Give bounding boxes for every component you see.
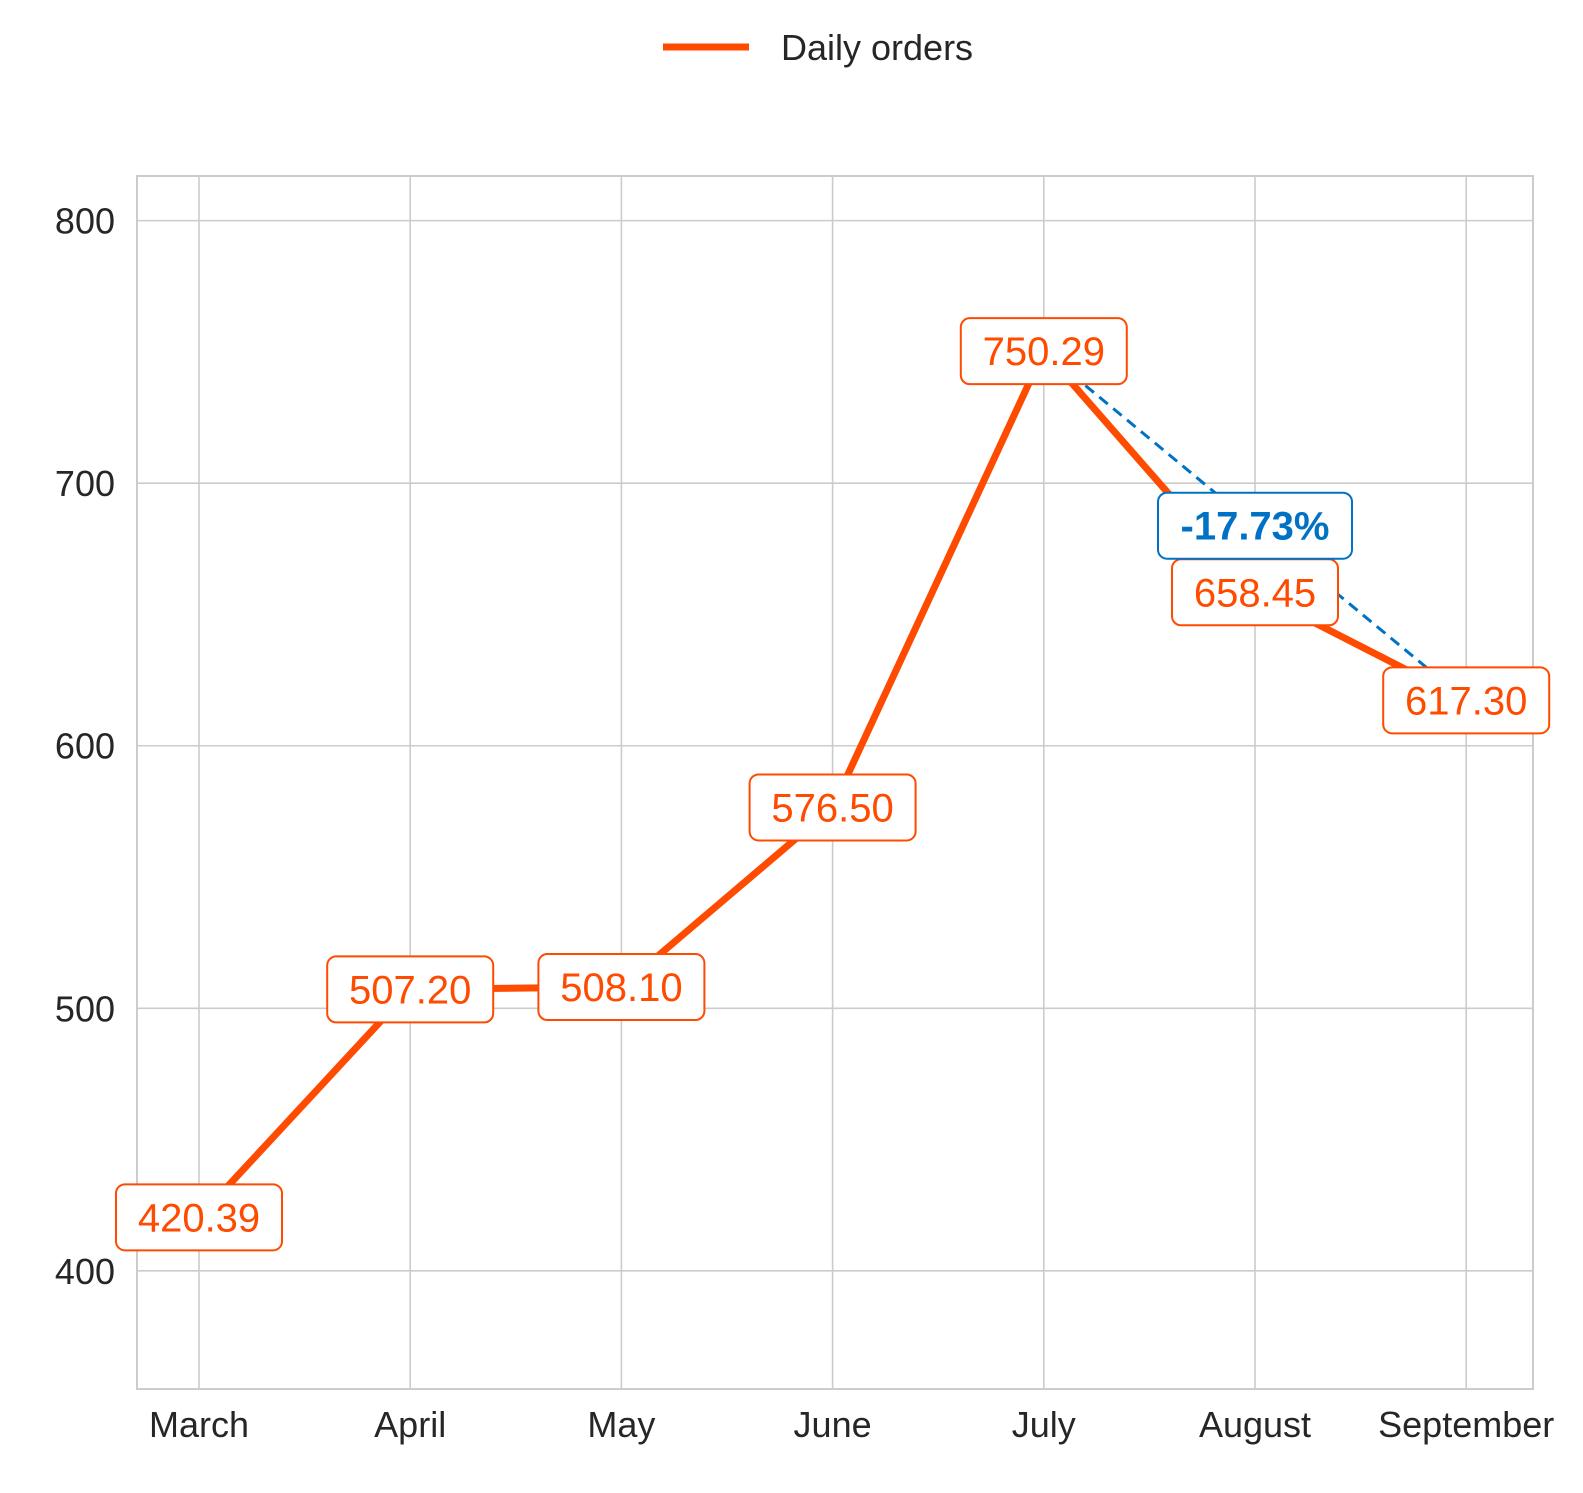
annotation-label-box (1157, 491, 1353, 560)
annotation-label-group: -17.73% (1157, 491, 1353, 560)
annotation-label-text: -17.73% (1181, 505, 1330, 549)
data-label-box (1382, 666, 1551, 735)
plot-area (136, 175, 1534, 1390)
data-label-text: 617.30 (1405, 679, 1527, 723)
legend: Daily orders (663, 27, 973, 68)
data-label-box (748, 773, 917, 842)
data-label-text: 507.20 (349, 968, 471, 1012)
data-labels: 420.39 507.20 508.10 576.50 750.29 658.45 617.… (115, 317, 1551, 1252)
data-label-text: 750.29 (983, 330, 1105, 374)
y-tick-label-500: 500 (55, 988, 115, 1029)
y-tick-label-700: 700 (55, 463, 115, 504)
data-label-box (115, 1183, 283, 1252)
x-tick-label-july: July (1012, 1404, 1076, 1445)
data-label-box (326, 955, 495, 1024)
y-tick-label-800: 800 (55, 201, 115, 242)
data-label-text: 576.50 (771, 786, 893, 830)
data-label-text: 420.39 (138, 1196, 260, 1240)
x-tick-label-august: August (1199, 1404, 1311, 1445)
data-label-box (537, 953, 706, 1022)
x-tick-label-may: May (587, 1404, 655, 1445)
y-axis-ticks: 400 500 600 700 800 (55, 201, 115, 1292)
x-tick-label-september: September (1378, 1404, 1554, 1445)
y-tick-label-400: 400 (55, 1251, 115, 1292)
data-label-april: 507.20 (326, 955, 495, 1024)
x-tick-label-april: April (374, 1404, 446, 1445)
x-axis-ticks: March April May June July August September (149, 1404, 1554, 1445)
data-label-text: 508.10 (560, 966, 682, 1010)
legend-label-daily-orders: Daily orders (781, 27, 973, 68)
data-label-august: 658.45 (1171, 558, 1339, 627)
y-tick-label-600: 600 (55, 726, 115, 767)
x-tick-label-march: March (149, 1404, 249, 1445)
data-label-september: 617.30 (1382, 666, 1551, 735)
x-tick-label-june: June (794, 1404, 872, 1445)
data-label-june: 576.50 (748, 773, 917, 842)
data-label-may: 508.10 (537, 953, 706, 1022)
data-label-box (959, 317, 1128, 386)
annotation-label: -17.73% (1157, 491, 1353, 560)
data-label-march: 420.39 (115, 1183, 283, 1252)
data-label-text: 658.45 (1194, 571, 1316, 615)
data-label-july: 750.29 (959, 317, 1128, 386)
